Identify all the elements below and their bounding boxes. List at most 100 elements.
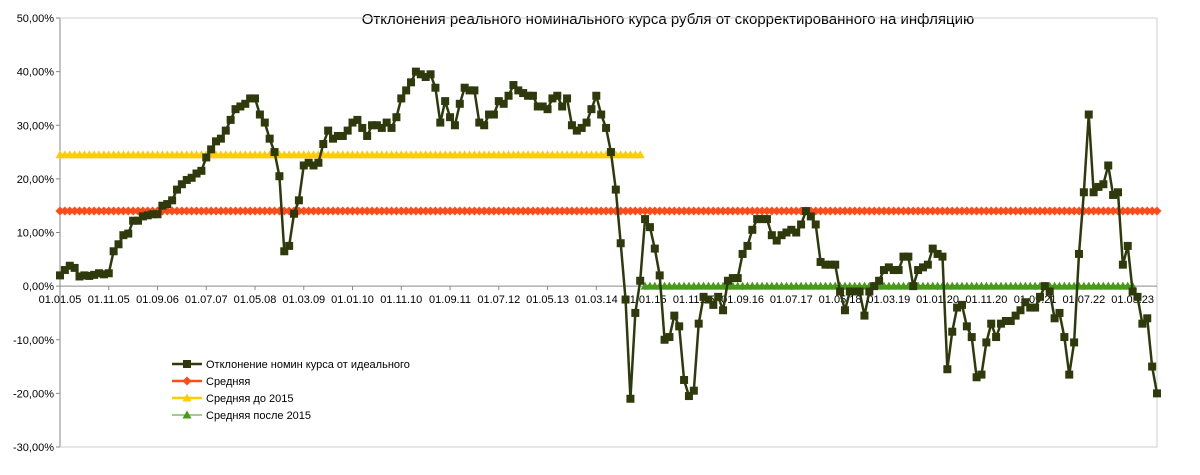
deviation-point	[826, 260, 835, 269]
mean-overall-point	[669, 206, 679, 216]
mean-overall-point	[733, 206, 743, 216]
mean-overall-point	[440, 206, 450, 216]
deviation-point	[957, 300, 966, 309]
mean-overall-point	[445, 206, 455, 216]
deviation-point	[163, 200, 172, 209]
mean-overall-point	[192, 206, 202, 216]
mean-overall-point	[918, 206, 928, 216]
deviation-point	[348, 118, 357, 127]
deviation-point	[606, 148, 615, 157]
deviation-point	[109, 247, 118, 256]
mean-overall-point	[1089, 206, 1099, 216]
deviation-point	[1099, 180, 1108, 189]
deviation-point	[987, 319, 996, 328]
mean-overall-point	[391, 206, 401, 216]
mean-overall-point	[114, 206, 124, 216]
mean-overall-point	[1030, 206, 1040, 216]
mean-overall-point	[513, 206, 523, 216]
mean-overall-point	[94, 206, 104, 216]
deviation-point	[884, 263, 893, 272]
deviation-point	[299, 161, 308, 170]
mean-overall-point	[738, 206, 748, 216]
mean-overall-point	[435, 206, 445, 216]
mean-overall-point	[543, 206, 553, 216]
deviation-point	[767, 231, 776, 240]
deviation-point	[134, 216, 143, 225]
mean-overall-point	[703, 206, 713, 216]
mean-overall-point	[1152, 206, 1162, 216]
mean-overall-point	[396, 206, 406, 216]
mean-overall-point	[1035, 206, 1045, 216]
deviation-point	[363, 131, 372, 140]
deviation-point	[772, 236, 781, 245]
mean-overall-point	[343, 206, 353, 216]
deviation-point	[1133, 292, 1142, 301]
mean-overall-point	[781, 206, 791, 216]
deviation-point	[831, 260, 840, 269]
mean-overall-point	[1059, 206, 1069, 216]
deviation-point	[314, 158, 323, 167]
mean-overall-point	[304, 206, 314, 216]
mean-overall-point	[1001, 206, 1011, 216]
deviation-point	[748, 225, 757, 234]
mean-overall-point	[894, 206, 904, 216]
deviation-point	[216, 134, 225, 143]
mean-overall-point	[333, 206, 343, 216]
mean-overall-point	[382, 206, 392, 216]
mean-overall-point	[313, 206, 323, 216]
legend-marker	[183, 360, 191, 368]
deviation-point	[153, 210, 162, 219]
legend-label: Средняя до 2015	[206, 393, 293, 405]
legend: Отклонение номин курса от идеального Сред…	[172, 359, 410, 422]
deviation-point	[704, 295, 713, 304]
deviation-point	[1084, 110, 1093, 119]
mean-overall-point	[499, 206, 509, 216]
mean-overall-point	[942, 206, 952, 216]
deviation-point	[918, 263, 927, 272]
deviation-point	[962, 322, 971, 331]
x-tick-label: 01.09.06	[136, 294, 179, 306]
legend-marker	[182, 393, 192, 402]
mean-overall-point	[226, 206, 236, 216]
deviation-point	[719, 306, 728, 315]
deviation-point	[177, 180, 186, 189]
mean-overall-point	[635, 206, 645, 216]
mean-overall-point	[206, 206, 216, 216]
x-tick-label: 01.03.09	[282, 294, 325, 306]
mean-overall-point	[260, 206, 270, 216]
deviation-point	[982, 338, 991, 347]
mean-overall-point	[601, 206, 611, 216]
deviation-point	[358, 123, 367, 132]
mean-overall-point	[494, 206, 504, 216]
mean-overall-point	[1108, 206, 1118, 216]
deviation-point	[558, 102, 567, 111]
deviation-point	[260, 118, 269, 127]
x-tick-label: 01.11.20	[965, 294, 1007, 306]
mean-overall-point	[450, 206, 460, 216]
mean-overall-point	[567, 206, 577, 216]
mean-overall-point	[104, 206, 114, 216]
mean-overall-point	[786, 206, 796, 216]
deviation-point	[680, 375, 689, 384]
deviation-point	[460, 83, 469, 92]
deviation-point	[611, 185, 620, 194]
deviation-point	[948, 327, 957, 336]
mean-overall-point	[455, 206, 465, 216]
deviation-point	[806, 212, 815, 221]
mean-overall-point	[201, 206, 211, 216]
mean-overall-point	[1040, 206, 1050, 216]
mean-overall-point	[265, 206, 275, 216]
deviation-point	[1011, 311, 1020, 320]
mean-overall-point	[99, 206, 109, 216]
mean-overall-point	[240, 206, 250, 216]
y-tick-label: -20,00%	[13, 388, 54, 400]
deviation-point	[221, 126, 230, 135]
deviation-point	[938, 252, 947, 261]
deviation-point	[953, 303, 962, 312]
deviation-point	[465, 86, 474, 95]
mean-overall-point	[889, 206, 899, 216]
deviation-point	[241, 99, 250, 108]
deviation-point	[338, 131, 347, 140]
mean-before-2015-series	[55, 150, 645, 159]
mean-overall-point	[591, 206, 601, 216]
